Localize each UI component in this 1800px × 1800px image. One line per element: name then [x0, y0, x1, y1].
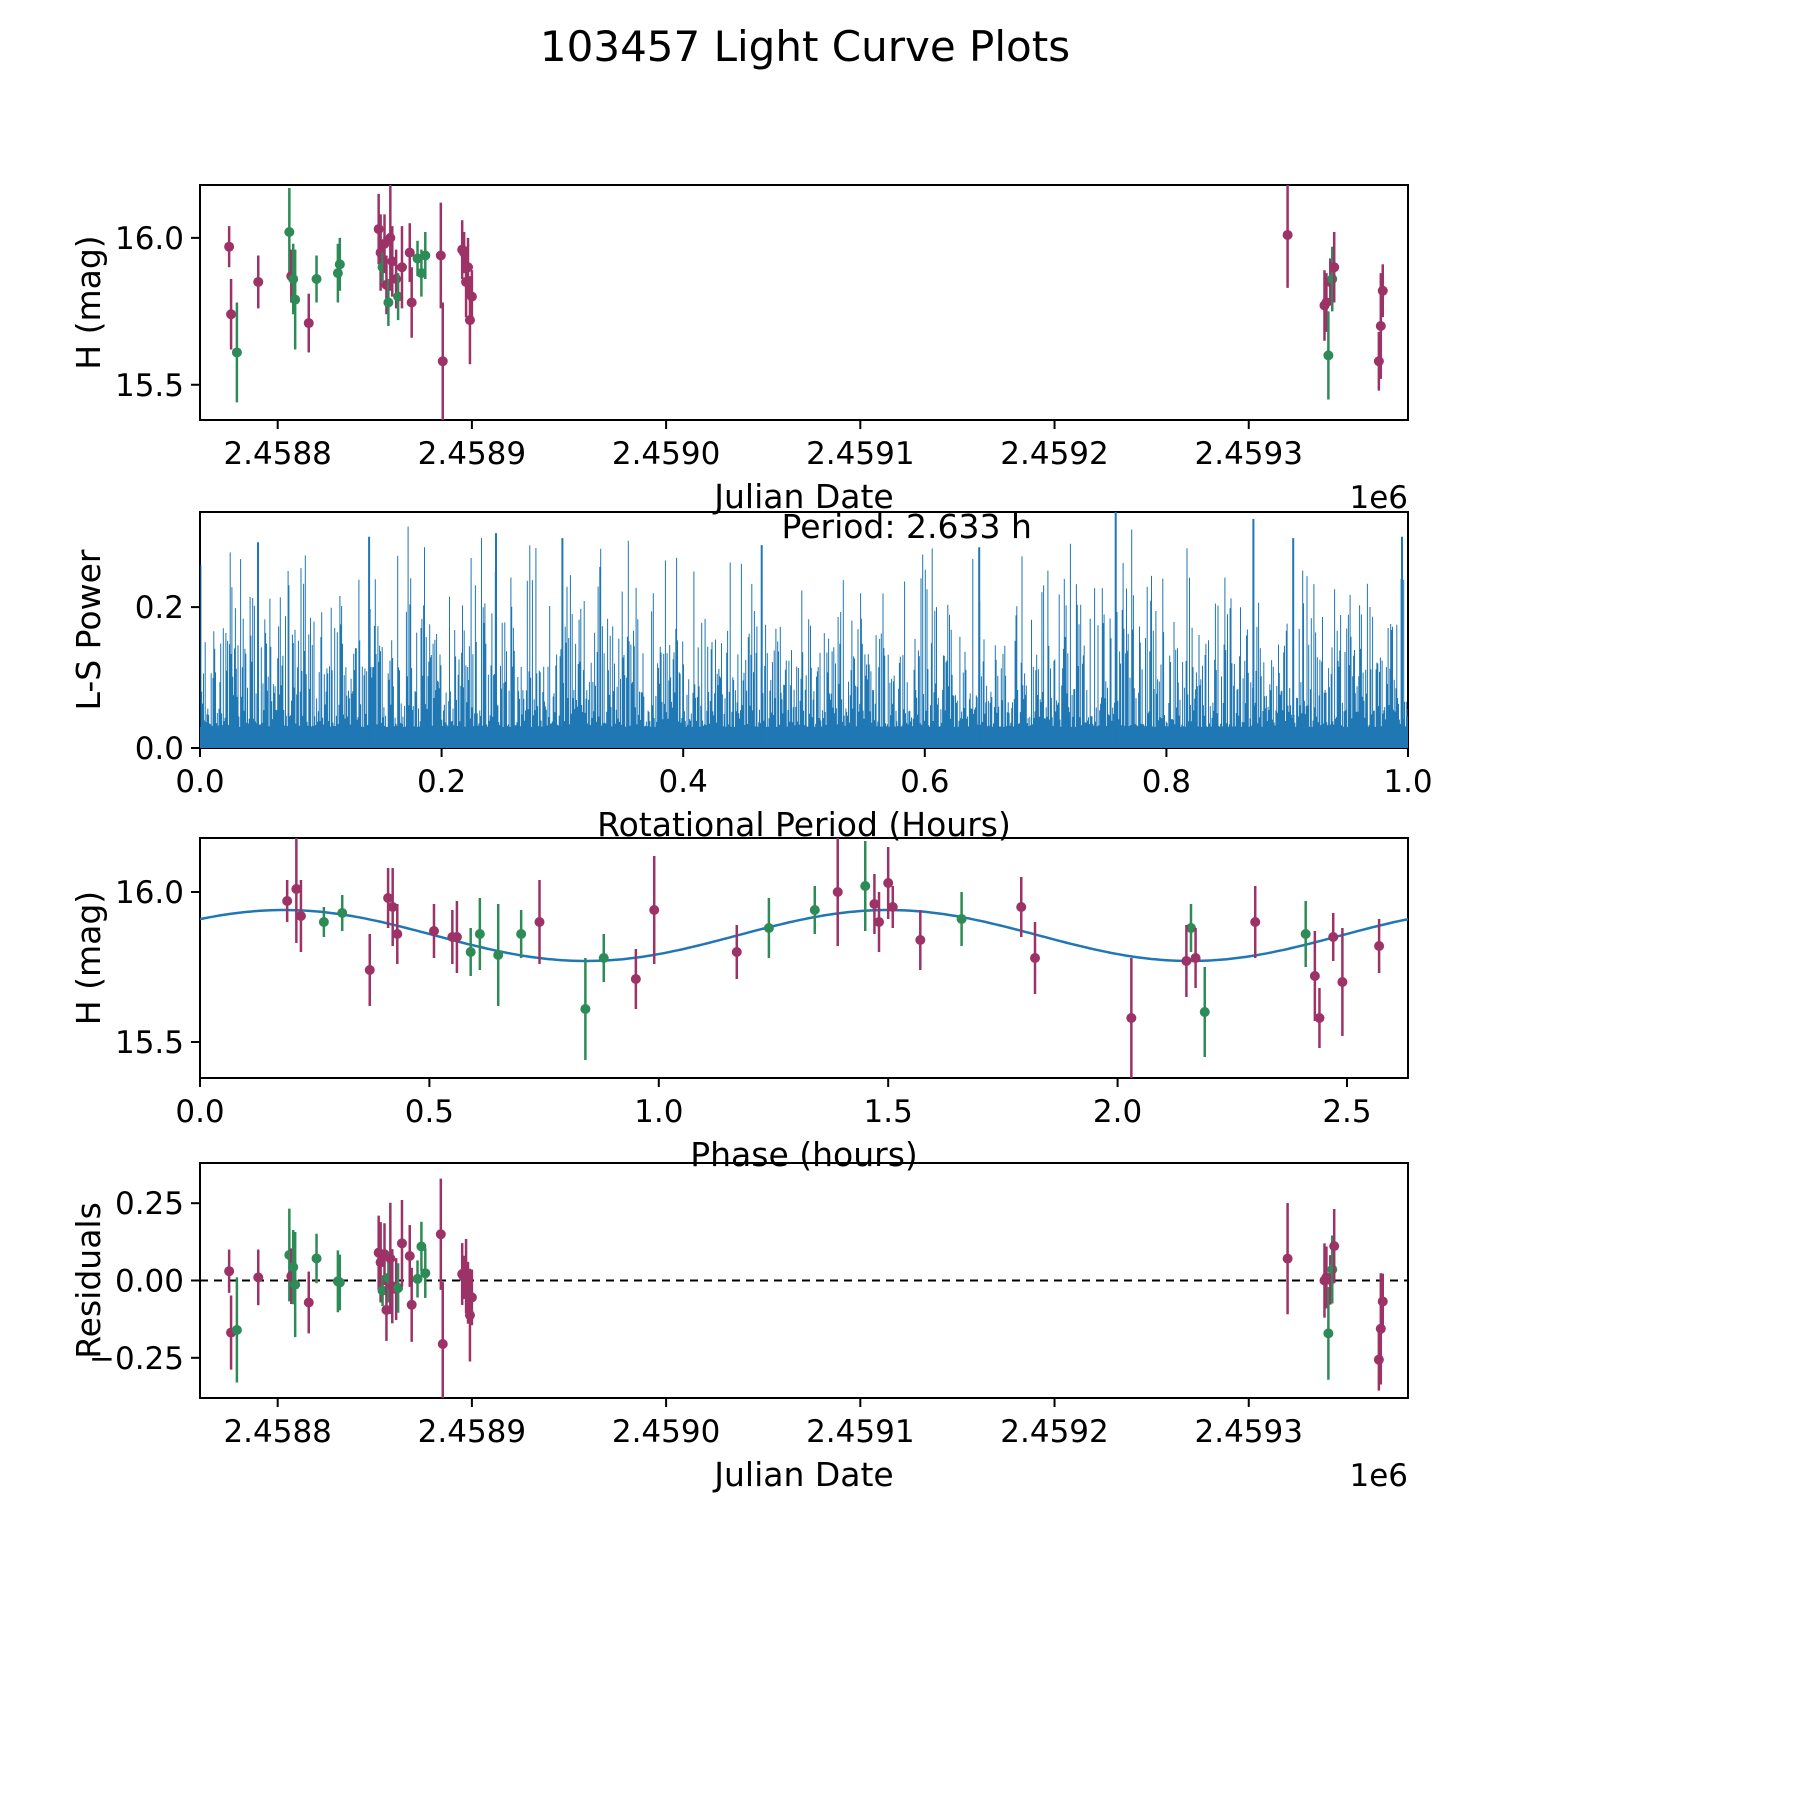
svg-text:2.4588: 2.4588	[223, 1414, 331, 1450]
svg-text:15.5: 15.5	[115, 1025, 184, 1061]
svg-text:2.4588: 2.4588	[223, 436, 331, 472]
svg-text:2.4589: 2.4589	[418, 1414, 526, 1450]
svg-text:Phase (hours): Phase (hours)	[690, 1135, 918, 1174]
svg-text:15.5: 15.5	[115, 368, 184, 404]
light-curve-subplot: 2.4588 2.4589 2.4590 2.4591 2.4592 2.4593 15.5…	[69, 184, 1409, 516]
svg-text:−0.25: −0.25	[89, 1341, 184, 1377]
svg-text:0.0: 0.0	[135, 731, 184, 767]
svg-text:16.0: 16.0	[115, 875, 184, 911]
svg-text:2.4592: 2.4592	[1000, 436, 1108, 472]
svg-text:1.0: 1.0	[634, 1094, 683, 1130]
svg-text:Julian Date: Julian Date	[712, 1455, 894, 1494]
svg-text:2.0: 2.0	[1093, 1094, 1142, 1130]
svg-text:2.4590: 2.4590	[612, 1414, 720, 1450]
svg-text:H (mag): H (mag)	[69, 891, 108, 1025]
svg-text:1e6: 1e6	[1349, 1458, 1408, 1494]
residuals-subplot: 2.4588 2.4589 2.4590 2.4591 2.4592 2.4593 −0.2…	[69, 1162, 1409, 1494]
svg-text:0.00: 0.00	[115, 1264, 184, 1300]
svg-text:Period: 2.633 h: Period: 2.633 h	[781, 507, 1031, 546]
svg-text:2.4591: 2.4591	[806, 1414, 914, 1450]
svg-text:0.2: 0.2	[417, 764, 466, 800]
svg-text:1.5: 1.5	[864, 1094, 913, 1130]
svg-text:16.0: 16.0	[115, 221, 184, 257]
svg-text:L-S Power: L-S Power	[69, 549, 108, 710]
svg-text:0.5: 0.5	[405, 1094, 454, 1130]
svg-text:0.2: 0.2	[135, 590, 184, 626]
svg-text:1.0: 1.0	[1383, 764, 1432, 800]
svg-text:0.0: 0.0	[175, 764, 224, 800]
phased-light-curve-subplot: 0.0 0.5 1.0 1.5 2.0 2.5 15.5 16.0 Phase (hours) H…	[69, 837, 1409, 1174]
svg-text:0.8: 0.8	[1142, 764, 1191, 800]
svg-text:2.4593: 2.4593	[1195, 1414, 1303, 1450]
svg-text:2.4590: 2.4590	[612, 436, 720, 472]
svg-text:2.4592: 2.4592	[1000, 1414, 1108, 1450]
svg-text:Julian Date: Julian Date	[712, 477, 894, 516]
svg-text:H (mag): H (mag)	[69, 235, 108, 369]
svg-text:2.5: 2.5	[1322, 1094, 1371, 1130]
svg-text:0.0: 0.0	[175, 1094, 224, 1130]
svg-text:1e6: 1e6	[1349, 480, 1408, 516]
svg-text:Residuals: Residuals	[69, 1202, 108, 1359]
svg-text:2.4591: 2.4591	[806, 436, 914, 472]
svg-text:0.4: 0.4	[659, 764, 708, 800]
svg-text:0.6: 0.6	[900, 764, 949, 800]
svg-text:0.25: 0.25	[115, 1186, 184, 1222]
svg-text:2.4589: 2.4589	[418, 436, 526, 472]
figure-title: 103457 Light Curve Plots	[539, 22, 1071, 71]
svg-text:2.4593: 2.4593	[1195, 436, 1303, 472]
